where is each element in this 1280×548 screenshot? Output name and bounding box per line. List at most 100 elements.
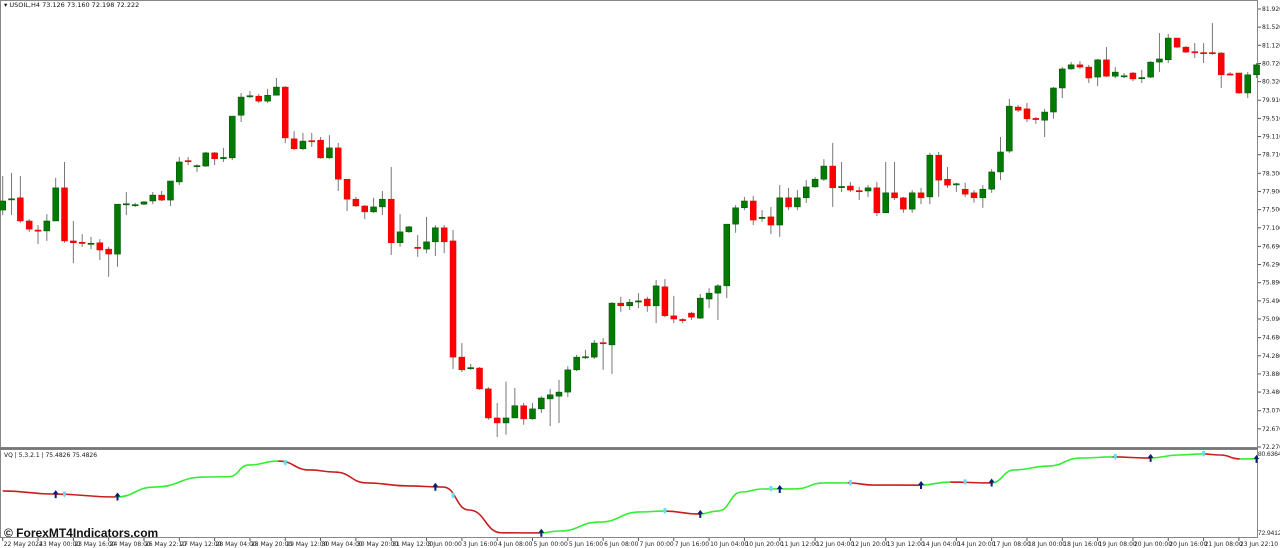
- candle: [520, 402, 527, 425]
- candle-body-bear: [255, 95, 263, 102]
- candle: [140, 200, 148, 206]
- candle: [979, 185, 987, 208]
- price-axis: 81.920 81.520 81.120 80.720 80.320 79.910 79.5…: [1258, 6, 1280, 451]
- candle-body-bear: [449, 240, 457, 358]
- vq-line-segment: [2, 490, 54, 495]
- symbol-label: USOIL,H4: [9, 1, 40, 9]
- candle: [8, 172, 15, 216]
- candle: [449, 230, 457, 369]
- candle-body-bull: [167, 180, 174, 201]
- candle-body-bear: [873, 187, 881, 214]
- watermark: © ForexMT4Indicators.com: [4, 526, 159, 540]
- price-tick-label: 81.920: [1262, 6, 1280, 13]
- time-tick-label: 26 May 22:10: [145, 541, 186, 548]
- candle: [87, 236, 95, 250]
- indicator-axis-min: 72.9412: [1258, 530, 1280, 537]
- candle-body-bull: [1253, 64, 1260, 76]
- candle-body-bull: [1059, 68, 1066, 89]
- candle-body-bull: [0, 200, 6, 211]
- vq-line-segment: [407, 485, 444, 488]
- candle: [944, 166, 951, 188]
- candle-body-bull: [1120, 75, 1128, 78]
- vq-line-segment: [559, 521, 600, 532]
- candle: [855, 186, 863, 201]
- candle: [1006, 98, 1013, 153]
- candle-body-bear: [644, 298, 651, 307]
- candle: [652, 279, 660, 324]
- candle: [202, 151, 210, 167]
- vq-line-segment: [640, 510, 665, 513]
- candle: [123, 191, 130, 216]
- candle-body-bull: [264, 94, 271, 102]
- candle: [1050, 87, 1057, 119]
- candle: [131, 202, 139, 207]
- candle-body-bear: [1076, 64, 1084, 68]
- candle: [485, 387, 492, 420]
- candle-body-bear: [520, 405, 527, 420]
- candle: [811, 176, 819, 188]
- candle: [908, 190, 916, 213]
- candle: [229, 115, 236, 161]
- candle: [988, 169, 995, 193]
- candle: [617, 296, 625, 312]
- candle: [326, 135, 333, 159]
- candle: [741, 196, 748, 211]
- time-tick-label: 27 May 12:00: [180, 541, 221, 548]
- price-tick-label: 78.710: [1262, 152, 1280, 159]
- candle: [970, 190, 978, 203]
- candle-body-bull: [555, 391, 563, 397]
- candle: [114, 203, 121, 267]
- candle-body-bull: [43, 220, 51, 232]
- candle-body-bull: [87, 242, 95, 245]
- candle-body-bear: [785, 197, 792, 208]
- vq-line-segment: [699, 510, 718, 515]
- candle-body-bear: [317, 139, 324, 159]
- candle: [458, 343, 466, 373]
- candle-body-bull: [997, 151, 1004, 173]
- candle-body-bear: [750, 200, 757, 221]
- vq-arrow-up-icon: [114, 492, 121, 501]
- candle-body-bear: [961, 188, 969, 195]
- candle: [78, 234, 86, 247]
- candle-body-bear: [847, 185, 854, 191]
- candle: [802, 180, 810, 203]
- candle-body-bull: [864, 187, 872, 192]
- candle: [273, 77, 280, 96]
- candle: [334, 142, 342, 192]
- candle: [794, 190, 801, 211]
- candle: [211, 151, 218, 166]
- candle-body-bull: [140, 201, 148, 205]
- candle-body-bear: [1226, 73, 1234, 76]
- time-tick-label: 18 Jun 00:00: [1028, 541, 1066, 548]
- price-tick-label: 81.520: [1262, 24, 1280, 31]
- vq-line-segment: [1080, 456, 1113, 459]
- time-tick-label: 12 Jun 04:00: [816, 541, 854, 548]
- vq-arrow-up-icon: [776, 484, 783, 493]
- candle-body-bull: [467, 367, 474, 370]
- vq-line-segment: [794, 482, 824, 490]
- candle: [820, 159, 828, 182]
- time-tick-label: 7 Jun 16:00: [675, 541, 709, 548]
- vq-line-segment: [468, 509, 502, 534]
- vq-line-segment: [1014, 465, 1049, 471]
- dropdown-triangle-icon[interactable]: ▾: [4, 1, 10, 9]
- candle-body-bear: [34, 229, 42, 232]
- candle: [555, 379, 563, 423]
- candle: [176, 156, 183, 186]
- candle: [1067, 62, 1075, 70]
- candle-body-bear: [476, 367, 483, 390]
- vq-line-segment: [115, 486, 155, 498]
- vq-signal-marker-icon: [663, 508, 667, 515]
- candle-body-bull: [538, 397, 545, 410]
- candle-body-bear: [1103, 59, 1110, 77]
- candle-body-bull: [193, 165, 201, 168]
- candle-body-bear: [184, 160, 192, 163]
- candle: [220, 147, 227, 162]
- candle-body-bull: [926, 154, 934, 198]
- candle: [1032, 117, 1040, 124]
- candle-body-bull: [697, 297, 704, 319]
- price-tick-label: 74.280: [1262, 353, 1280, 360]
- candle: [758, 210, 766, 222]
- candle-body-bull: [114, 203, 121, 255]
